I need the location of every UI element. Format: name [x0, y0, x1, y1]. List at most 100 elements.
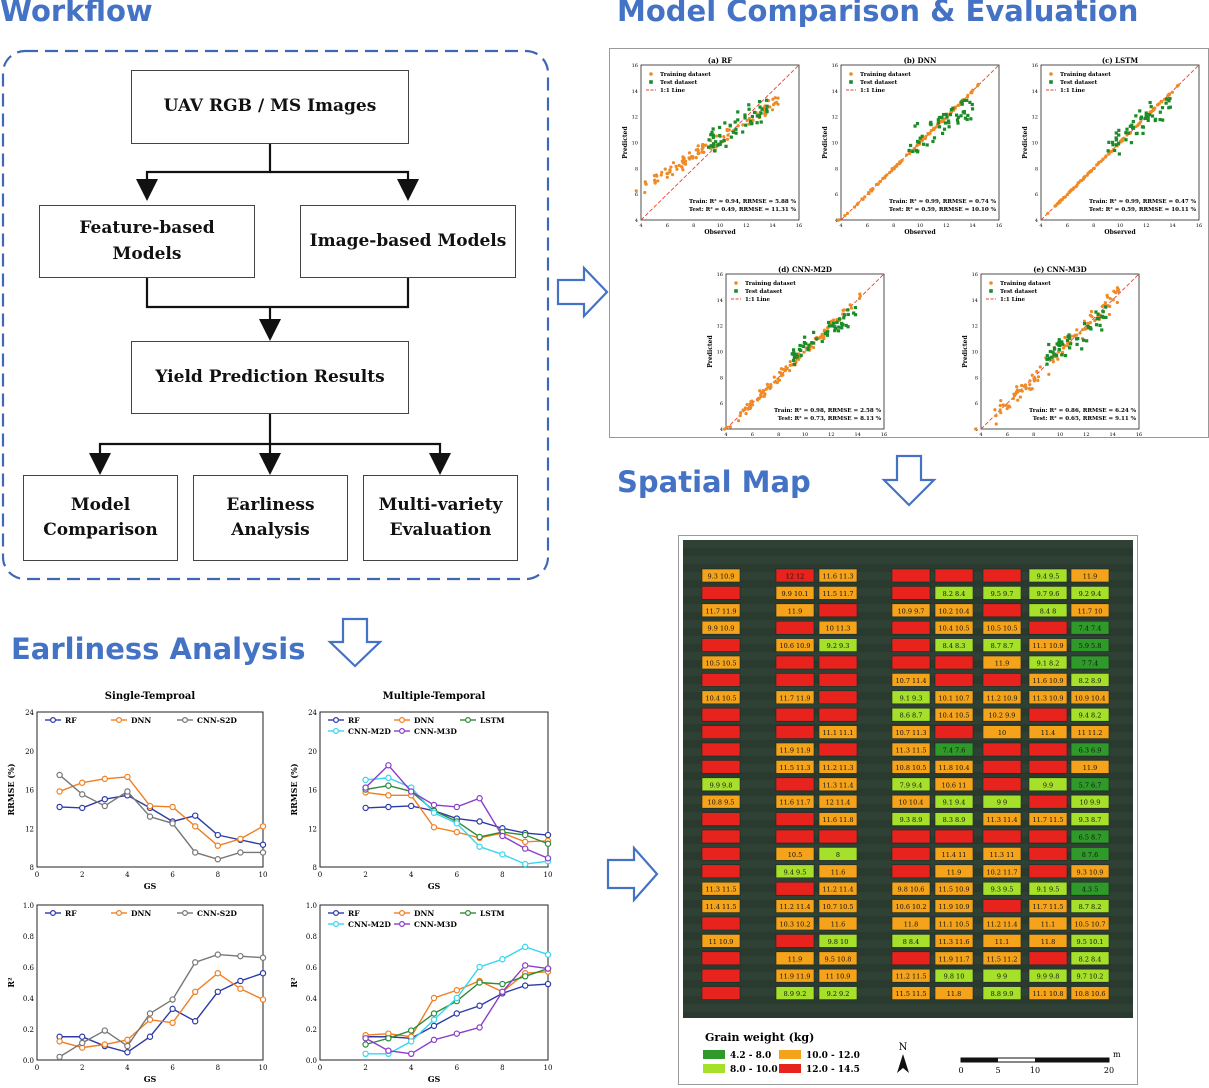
train-point — [841, 308, 845, 312]
x-tick-label: 4 — [409, 1064, 414, 1072]
test-point — [1100, 328, 1104, 332]
y-tick-label: 4 — [1035, 218, 1038, 224]
legend-label: Training dataset — [1000, 281, 1051, 287]
plot-value: 11.3 11.4 — [986, 816, 1017, 824]
legend-marker — [989, 281, 993, 285]
test-point — [824, 331, 828, 335]
y-tick-label: 16 — [25, 787, 34, 795]
x-tick-label: 14 — [769, 223, 775, 229]
x-tick-label: 12 — [1143, 223, 1149, 229]
data-point — [544, 840, 552, 847]
plot-cell — [775, 829, 815, 844]
test-point — [765, 104, 769, 108]
train-point — [744, 412, 748, 416]
train-point — [762, 394, 766, 398]
plot-value: 12 12 — [786, 573, 805, 581]
y-tick-label: 14 — [717, 298, 723, 304]
plot-cell — [818, 934, 858, 948]
plot-cell — [775, 916, 815, 931]
train-point — [871, 187, 875, 191]
series-line — [59, 972, 264, 1049]
plot-cell — [982, 603, 1022, 618]
plot-cell — [775, 899, 815, 913]
plot-value: 11.4 — [1041, 729, 1055, 737]
y-tick-label: 20 — [25, 748, 34, 756]
test-point — [949, 108, 954, 112]
train-point — [1005, 406, 1009, 411]
train-point — [895, 162, 899, 167]
test-point — [810, 341, 814, 345]
data-point — [430, 801, 438, 809]
plot-cell — [891, 655, 931, 670]
train-point — [1074, 333, 1079, 337]
plot-value: 9 9 — [997, 799, 1007, 807]
plot-cell — [891, 742, 931, 757]
data-point — [476, 833, 483, 841]
test-point — [1050, 355, 1054, 359]
test-point — [966, 113, 970, 118]
test-point — [801, 344, 805, 348]
plot-cell — [982, 707, 1022, 722]
x-tick-label: 8 — [500, 1064, 504, 1072]
train-point — [1088, 313, 1092, 317]
data-point — [214, 831, 221, 839]
train-point — [644, 182, 648, 186]
legend-marker — [333, 909, 340, 917]
plot-cell — [1070, 777, 1110, 792]
test-point — [711, 133, 715, 137]
y-tick-label: 12 — [1032, 115, 1038, 121]
plot-cell — [775, 673, 815, 687]
train-point — [994, 414, 998, 418]
arrow-to-spatial — [881, 454, 937, 507]
plot-cell — [1028, 847, 1068, 861]
plot-cell — [982, 864, 1022, 879]
x-tick-label: 0 — [35, 1064, 39, 1072]
plot-cell — [891, 899, 931, 913]
test-point — [1124, 131, 1128, 135]
plot-cell — [891, 829, 931, 844]
plot-cell — [982, 673, 1022, 687]
legend-label: DNN — [414, 909, 434, 918]
data-point — [453, 1030, 460, 1037]
x-tick-label: 4 — [1039, 223, 1042, 229]
test-point — [1074, 337, 1079, 341]
data-point — [407, 802, 415, 810]
test-point — [945, 115, 949, 119]
plot-value: 11.5 11.7 — [822, 590, 853, 598]
train-point — [1167, 92, 1171, 96]
test-point — [791, 358, 796, 362]
workflow-dashed-frame — [1, 49, 550, 581]
plot-cell — [818, 620, 858, 635]
chart-title: Single-Temproal — [105, 691, 196, 702]
data-point — [385, 803, 392, 811]
plot-value: 11.9 10.9 — [938, 903, 969, 911]
x-tick-label: 10 — [802, 432, 808, 437]
train-point — [687, 156, 691, 160]
plot-cell — [818, 568, 858, 583]
train-point — [785, 366, 789, 371]
plot-cell — [701, 951, 741, 966]
x-tick-label: 8 — [892, 223, 895, 229]
plot-cell — [775, 847, 815, 861]
field-texture — [683, 860, 1133, 868]
train-point — [668, 168, 672, 172]
data-point — [214, 842, 221, 849]
plot-value: 8.4 8.3 — [943, 642, 966, 650]
data-point — [191, 812, 199, 819]
test-point — [1063, 353, 1068, 358]
legend-marker — [734, 289, 738, 293]
train-point — [652, 174, 656, 178]
plot-cell — [818, 760, 858, 774]
arrow-to-earliness — [327, 617, 383, 668]
test-point — [844, 323, 848, 328]
scatter-title: (a) RF — [708, 56, 732, 65]
y-tick-label: 0.4 — [23, 995, 35, 1003]
test-point — [956, 115, 960, 119]
plot-cell — [1070, 742, 1110, 757]
plot-value: 11.5 11.5 — [895, 990, 926, 998]
train-point — [750, 403, 755, 407]
plot-cell — [1028, 951, 1068, 966]
test-point — [1160, 106, 1165, 110]
data-point — [453, 1010, 460, 1017]
north-arrow-icon — [897, 1054, 909, 1073]
